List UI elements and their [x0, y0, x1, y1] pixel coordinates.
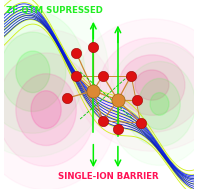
Ellipse shape	[0, 10, 85, 133]
Point	[139, 121, 142, 124]
Point	[116, 99, 119, 102]
Ellipse shape	[16, 51, 50, 93]
Point	[65, 97, 69, 100]
Text: SINGLE-ION BARRIER: SINGLE-ION BARRIER	[58, 172, 159, 181]
Ellipse shape	[150, 93, 169, 115]
Point	[129, 74, 133, 77]
Point	[92, 89, 95, 92]
Point	[116, 127, 119, 130]
Point	[135, 99, 138, 102]
Point	[101, 74, 104, 77]
Ellipse shape	[119, 55, 185, 115]
Point	[92, 46, 95, 49]
Ellipse shape	[135, 70, 169, 100]
Ellipse shape	[139, 78, 180, 129]
Ellipse shape	[0, 32, 66, 112]
Point	[75, 74, 78, 77]
Point	[75, 51, 78, 54]
Ellipse shape	[16, 74, 76, 146]
Ellipse shape	[100, 38, 198, 132]
Ellipse shape	[124, 61, 195, 146]
Ellipse shape	[0, 53, 95, 166]
Point	[101, 119, 104, 122]
Text: ZF-QTM SUPRESSED: ZF-QTM SUPRESSED	[6, 6, 103, 15]
Ellipse shape	[31, 91, 61, 129]
